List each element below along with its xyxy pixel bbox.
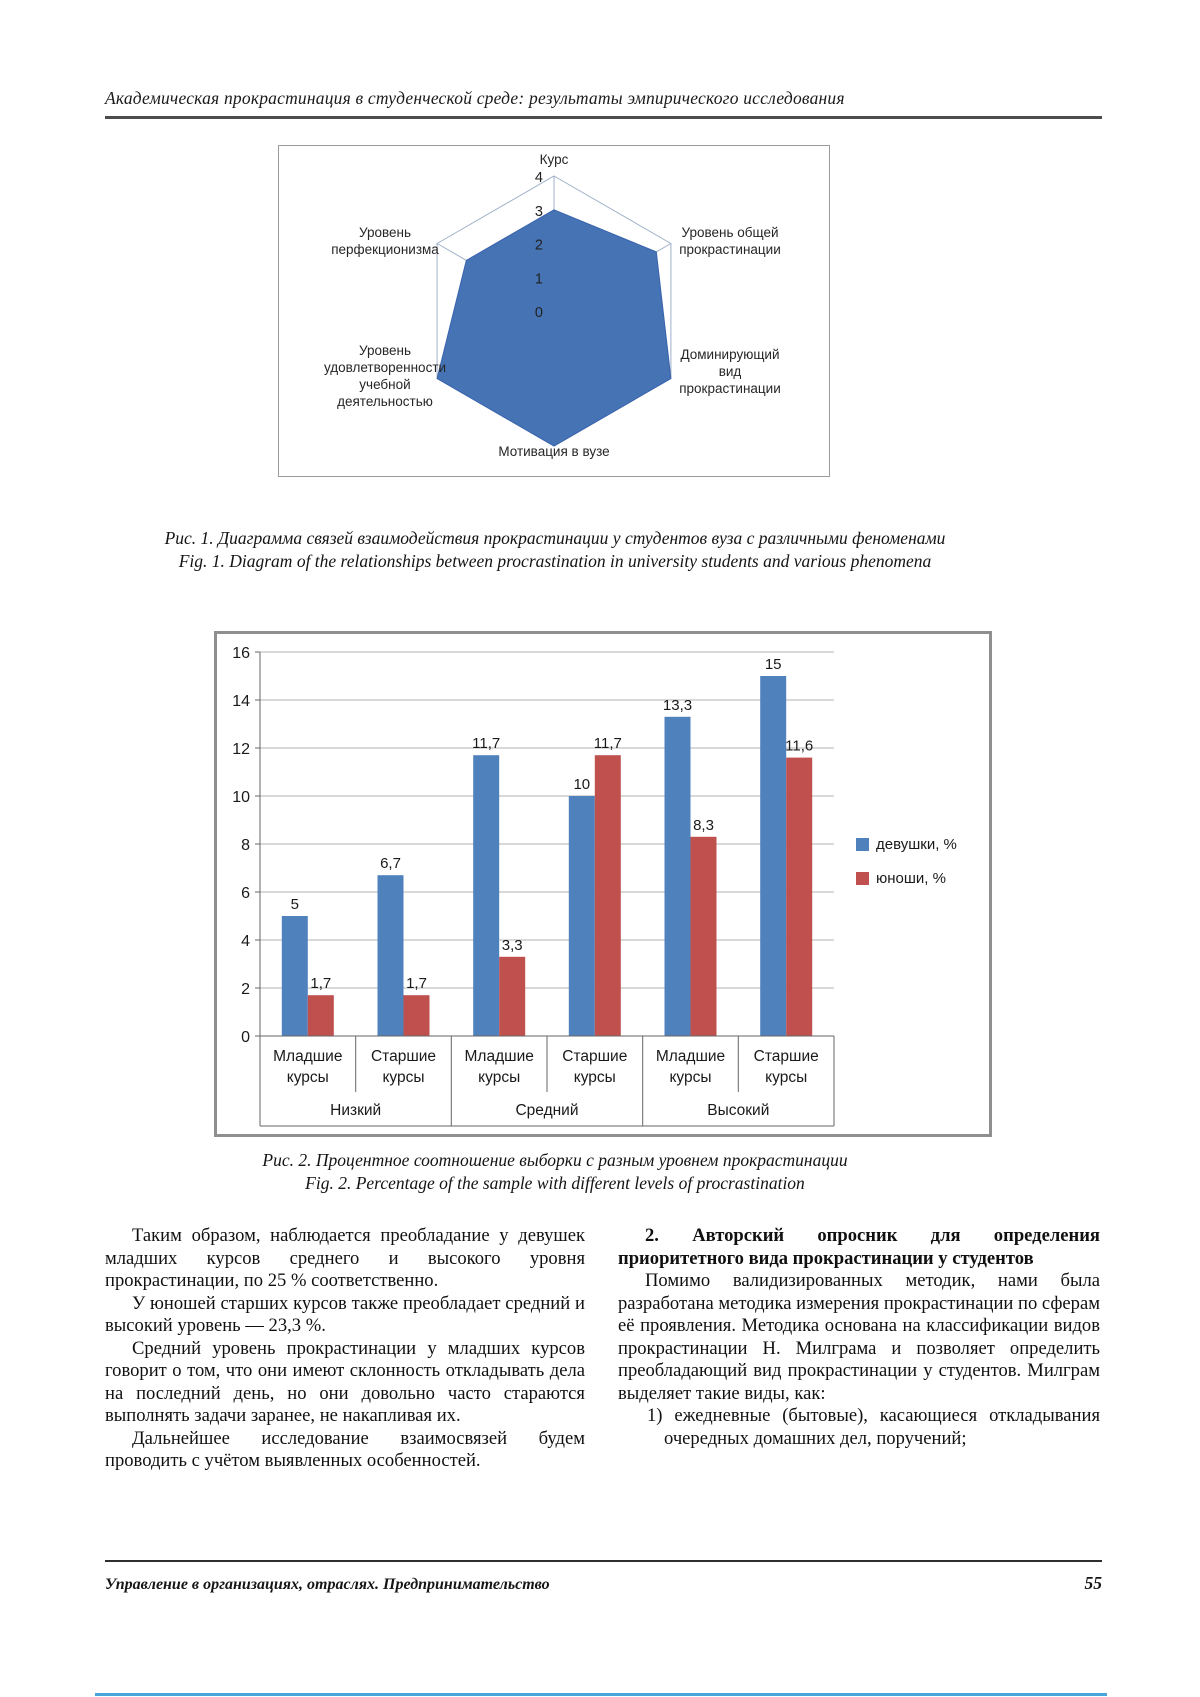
radar-axis-label-satisfaction: Уровень удовлетворенности учебной деятел…: [323, 343, 447, 409]
legend-swatch-boys: [856, 872, 869, 885]
legend-label-girls: девушки, %: [876, 836, 957, 853]
right-text-column: 2. Авторский опросник для определения пр…: [618, 1225, 1100, 1450]
svg-text:6: 6: [241, 885, 250, 902]
svg-text:3: 3: [535, 204, 543, 220]
svg-text:4: 4: [535, 170, 543, 186]
figure-1-caption-ru: Рис. 1. Диаграмма связей взаимодействия …: [164, 528, 946, 548]
svg-text:1,7: 1,7: [310, 975, 331, 992]
svg-text:курсы: курсы: [574, 1069, 616, 1086]
svg-text:курсы: курсы: [478, 1069, 520, 1086]
header-rule: [105, 116, 1102, 119]
radar-axis-label-general-procrastination: Уровень общей прокрастинации: [679, 225, 781, 257]
paragraph: Дальнейшее исследование взаимосвязей буд…: [105, 1427, 585, 1472]
legend-label-boys: юноши, %: [876, 870, 946, 887]
svg-text:11,7: 11,7: [594, 735, 622, 752]
list-item-1: 1) ежедневные (бытовые), касающиеся откл…: [618, 1405, 1100, 1450]
legend-item-boys: юноши, %: [856, 870, 946, 887]
svg-text:0: 0: [535, 305, 543, 321]
svg-text:Младшие: Младшие: [656, 1048, 725, 1065]
svg-text:3,3: 3,3: [502, 937, 523, 954]
figure-1-caption: Рис. 1. Диаграмма связей взаимодействия …: [105, 527, 1005, 573]
svg-text:14: 14: [232, 693, 250, 710]
svg-text:11,6: 11,6: [785, 738, 813, 755]
running-head: Академическая прокрастинация в студенчес…: [105, 88, 845, 108]
radar-chart-canvas: 0 1 2 3 4: [436, 170, 672, 447]
footer-rule: [105, 1560, 1102, 1562]
figure-2-bar-chart: 0 2 4 6 8 10 12 14 16 5 1,7 Младшие курсы 6,7 1,7 Старш…: [214, 631, 992, 1137]
list-item-text: 1) ежедневные (бытовые), касающиеся откл…: [647, 1405, 1100, 1449]
svg-text:Старшие: Старшие: [754, 1048, 819, 1065]
svg-text:курсы: курсы: [765, 1069, 807, 1086]
svg-text:Старшие: Старшие: [562, 1048, 627, 1065]
svg-text:Старшие: Старшие: [371, 1048, 436, 1065]
paragraph: Средний уровень прокрастинации у младших…: [105, 1337, 585, 1427]
bar-chart-canvas: 0 2 4 6 8 10 12 14 16 5 1,7 Младшие курсы 6,7 1,7 Старш…: [232, 645, 835, 1127]
svg-text:13,3: 13,3: [663, 697, 692, 714]
svg-text:5: 5: [291, 896, 299, 913]
svg-text:Младшие: Младшие: [465, 1048, 534, 1065]
figure-2-caption: Рис. 2. Процентное соотношение выборки с…: [105, 1149, 1005, 1195]
svg-text:курсы: курсы: [287, 1069, 329, 1086]
paragraph: Таким образом, наблюдается преобладание …: [105, 1225, 585, 1291]
radar-axis-label-dominant-type: Доминирующий вид прокрастинации: [679, 347, 781, 396]
footer: Управление в организациях, отраслях. Пре…: [105, 1573, 1102, 1594]
svg-text:1,7: 1,7: [406, 975, 427, 992]
svg-text:1: 1: [535, 271, 543, 287]
svg-text:6,7: 6,7: [380, 855, 401, 872]
legend-swatch-girls: [856, 838, 869, 851]
paragraph: У юношей старших курсов также преобладае…: [105, 1292, 585, 1337]
svg-text:курсы: курсы: [382, 1069, 424, 1086]
svg-text:Низкий: Низкий: [330, 1102, 381, 1119]
svg-text:16: 16: [232, 645, 250, 662]
paragraph: Помимо валидизированных методик, нами бы…: [618, 1270, 1100, 1404]
svg-text:0: 0: [241, 1029, 250, 1046]
svg-text:4: 4: [241, 933, 250, 950]
figure-2-caption-ru: Рис. 2. Процентное соотношение выборки с…: [262, 1150, 848, 1170]
legend-item-girls: девушки, %: [856, 836, 957, 853]
svg-text:Высокий: Высокий: [707, 1102, 769, 1119]
radar-axis-label-perfectionism: Уровень перфекционизма: [331, 225, 439, 257]
svg-text:10: 10: [232, 789, 250, 806]
figure-1-caption-en: Fig. 1. Diagram of the relationships bet…: [178, 551, 932, 571]
svg-text:15: 15: [765, 656, 782, 673]
svg-text:2: 2: [241, 981, 250, 998]
radar-axis-label-kurs: Курс: [539, 152, 569, 167]
svg-text:курсы: курсы: [669, 1069, 711, 1086]
footer-section-title: Управление в организациях, отраслях. Пре…: [105, 1576, 550, 1593]
figure-2-caption-en: Fig. 2. Percentage of the sample with di…: [305, 1173, 805, 1193]
svg-text:10: 10: [573, 776, 590, 793]
page-number: 55: [1084, 1573, 1103, 1593]
radar-axis-label-motivation: Мотивация в вузе: [498, 444, 610, 459]
svg-text:8: 8: [241, 837, 250, 854]
svg-text:8,3: 8,3: [693, 817, 714, 834]
bottom-accent-line: [95, 1693, 1107, 1696]
left-text-column: Таким образом, наблюдается преобладание …: [105, 1225, 585, 1473]
section-heading: 2. Авторский опросник для определения пр…: [618, 1225, 1100, 1269]
svg-text:Средний: Средний: [515, 1102, 578, 1119]
svg-text:12: 12: [232, 741, 250, 758]
svg-text:11,7: 11,7: [472, 735, 500, 752]
svg-text:2: 2: [535, 238, 543, 254]
svg-text:Младшие: Младшие: [273, 1048, 342, 1065]
